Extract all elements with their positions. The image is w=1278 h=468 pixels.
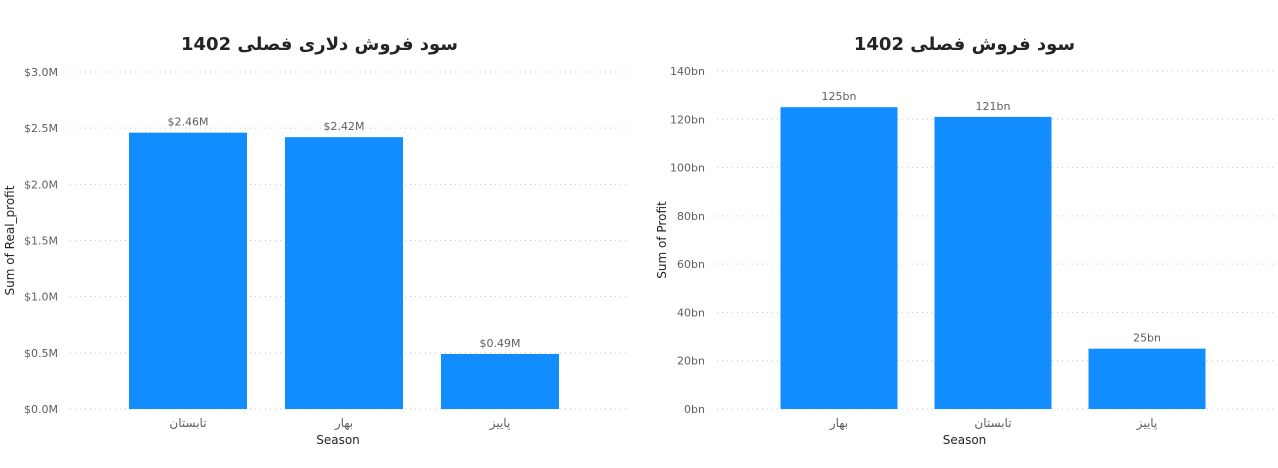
y-tick-label: $1.5M (24, 235, 58, 248)
chart-profit[interactable]: سود فروش فصلی 1402 0bn 20bn 40bn 60bn 80bn 10… (651, 0, 1278, 468)
y-tick-label: $0.0M (24, 403, 58, 416)
y-axis-title: Sum of Real_profit (3, 185, 17, 295)
y-tick-label: 100bn (670, 162, 705, 175)
x-tick-label: بهار (334, 416, 353, 431)
bar (129, 132, 247, 409)
y-tick-label: $0.5M (24, 347, 58, 360)
y-tick-label: 140bn (670, 65, 705, 78)
y-tick-label: $3.0M (24, 66, 58, 79)
bar (1088, 348, 1206, 409)
y-tick-label: $1.0M (24, 291, 58, 304)
x-tick-label: تابستان (169, 416, 206, 430)
chart-svg: $0.0M $0.5M $1.0M $1.5M $2.0M $2.5M $3.0M $2.46… (3, 66, 630, 447)
data-label: $2.46M (168, 116, 209, 129)
x-axis-title: Season (943, 433, 987, 447)
y-tick-label: 80bn (677, 210, 705, 223)
x-axis-title: Season (316, 433, 360, 447)
data-label: 25bn (1133, 332, 1161, 345)
x-tick-label: تابستان (974, 416, 1011, 430)
bar (780, 107, 898, 409)
y-tick-label: 60bn (677, 258, 705, 271)
chart-title: سود فروش دلاری فصلی 1402 (181, 34, 458, 55)
data-label: 125bn (822, 90, 857, 103)
y-tick-label: 20bn (677, 355, 705, 368)
chart-svg: 0bn 20bn 40bn 60bn 80bn 100bn 120bn 140bn 125bn ب… (655, 65, 1276, 447)
chart-dollar-profit[interactable]: سود فروش دلاری فصلی 1402 $0.0M $0.5M $1.0M… (0, 0, 639, 468)
y-tick-label: 0bn (684, 403, 705, 416)
x-tick-label: پاییز (489, 416, 511, 431)
y-tick-label: $2.0M (24, 178, 58, 191)
data-label: $2.42M (324, 120, 365, 133)
chart-title: سود فروش فصلی 1402 (853, 34, 1076, 55)
x-tick-label: پاییز (1136, 416, 1158, 431)
y-tick-label: 40bn (677, 306, 705, 319)
bar (441, 353, 559, 409)
x-tick-label: بهار (829, 416, 848, 431)
y-tick-label: 120bn (670, 113, 705, 126)
bar (285, 137, 403, 410)
bar (934, 116, 1052, 409)
data-label: 121bn (976, 100, 1011, 113)
y-tick-label: $2.5M (24, 122, 58, 135)
y-axis-title: Sum of Profit (655, 201, 669, 279)
data-label: $0.49M (480, 337, 521, 350)
